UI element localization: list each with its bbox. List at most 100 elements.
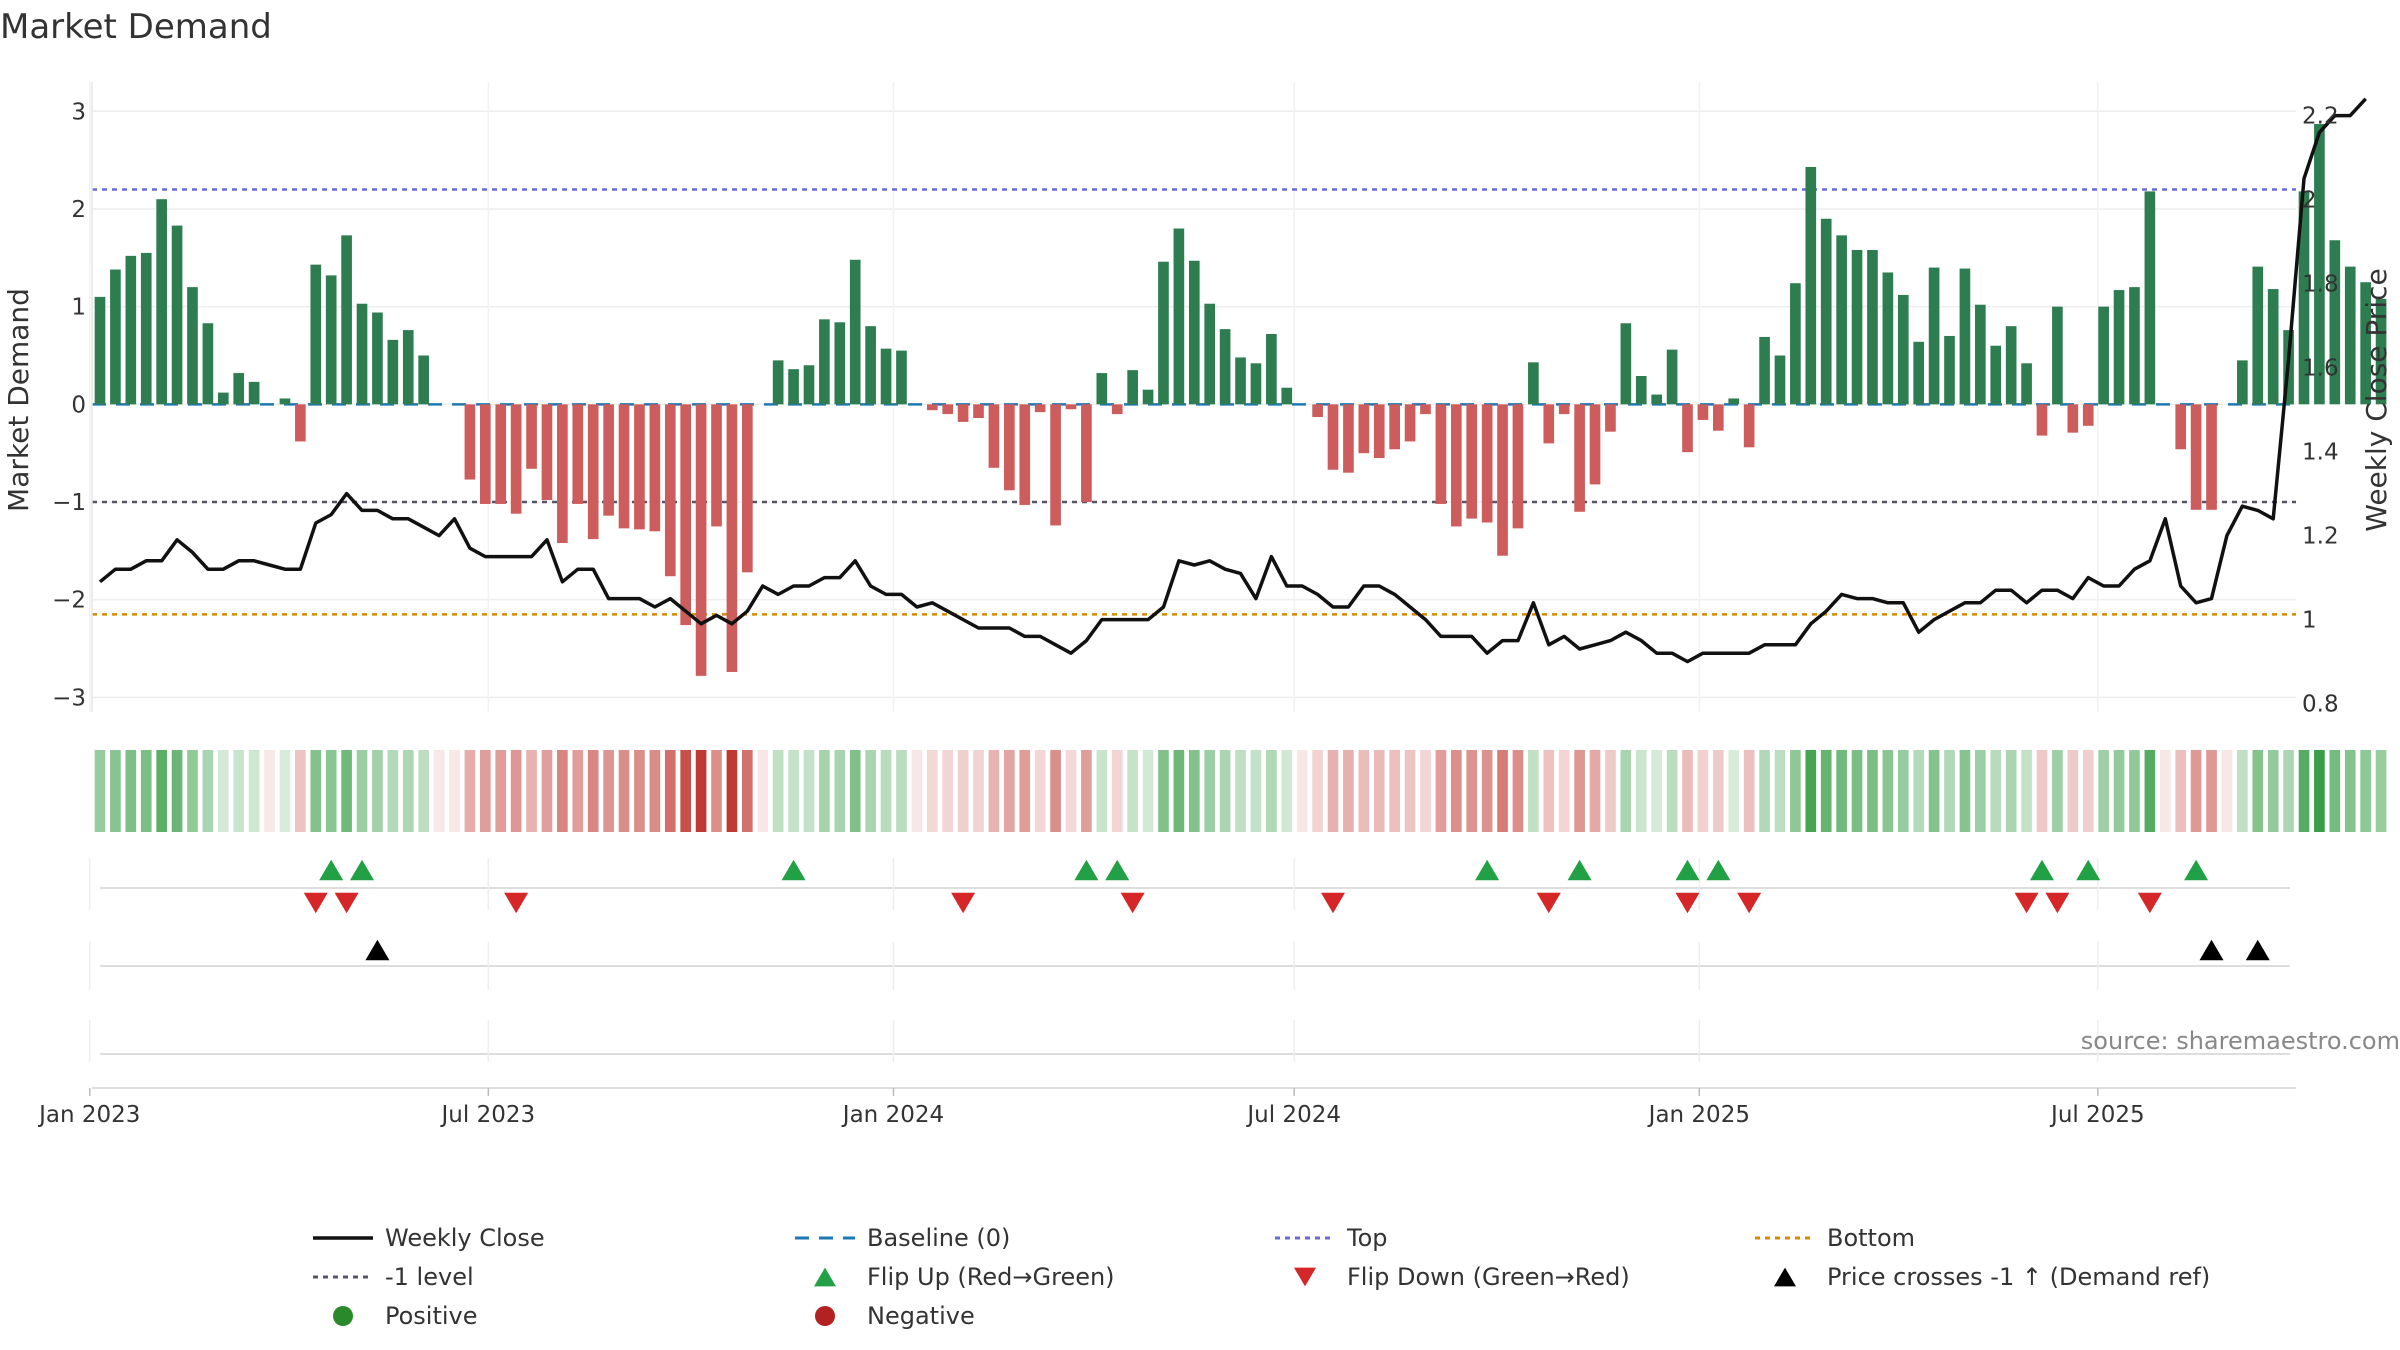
- demand-bar: [1836, 235, 1847, 405]
- y-tick-label: −1: [52, 490, 86, 516]
- demand-bar: [2129, 287, 2140, 405]
- heat-cell: [2082, 750, 2094, 832]
- demand-bar: [1219, 329, 1231, 405]
- heat-cell: [1142, 750, 1154, 832]
- legend-swatch-triangle: [1294, 1267, 1316, 1287]
- heat-cell: [1928, 750, 1940, 832]
- legend-item: Negative: [815, 1302, 975, 1330]
- demand-bar: [1389, 404, 1400, 450]
- heat-cell: [1882, 750, 1894, 832]
- demand-bar: [248, 381, 260, 405]
- demand-bar: [1620, 323, 1632, 405]
- legend-label: -1 level: [385, 1263, 474, 1291]
- heat-cell: [1790, 750, 1801, 832]
- heat-cell: [402, 750, 414, 832]
- demand-bar: [279, 398, 291, 405]
- heat-cell: [310, 750, 322, 832]
- heat-cell: [233, 750, 245, 832]
- heat-cell: [1497, 750, 1508, 832]
- flip-up-marker: [2184, 859, 2209, 881]
- heat-cell: [1543, 750, 1555, 832]
- legend-label: Flip Down (Green→Red): [1347, 1263, 1630, 1291]
- heat-cell: [1589, 750, 1601, 832]
- weekly-close-line: [98, 97, 2367, 664]
- legend-label: Top: [1346, 1224, 1388, 1252]
- demand-bar: [125, 255, 137, 405]
- demand-bar: [849, 259, 861, 405]
- heat-cell: [973, 750, 984, 832]
- demand-bar: [171, 225, 183, 405]
- demand-bar: [819, 319, 830, 405]
- event-panels: [89, 858, 2290, 1062]
- flip-up-marker: [1105, 859, 1130, 881]
- heat-cell: [217, 750, 229, 832]
- legend-swatch-circle: [333, 1306, 353, 1326]
- heat-cell: [1805, 750, 1817, 832]
- flip-up-marker: [2076, 859, 2101, 881]
- heat-cell: [510, 750, 522, 832]
- demand-bar: [711, 404, 722, 527]
- flip-down-marker: [334, 892, 359, 914]
- demand-bars: [94, 124, 2387, 676]
- heat-cell: [248, 750, 260, 832]
- heat-cell: [742, 750, 753, 832]
- demand-bar: [1358, 404, 1370, 454]
- demand-bar: [942, 404, 954, 415]
- heat-cell: [418, 750, 429, 832]
- heat-cell: [557, 750, 568, 832]
- heat-cell: [1050, 750, 1061, 832]
- heat-cell: [279, 750, 291, 832]
- heat-cell: [1836, 750, 1847, 832]
- demand-bar: [372, 312, 383, 405]
- demand-bar: [1790, 283, 1801, 405]
- heat-cell: [2283, 750, 2294, 832]
- heat-cell: [2098, 750, 2109, 832]
- demand-bar: [618, 404, 630, 529]
- demand-bar: [2267, 289, 2279, 405]
- y-tick-label: 1: [71, 295, 86, 321]
- demand-bar: [1188, 260, 1200, 405]
- heat-cell: [1651, 750, 1662, 832]
- heat-cell: [2344, 750, 2356, 832]
- y2-tick-label: 1: [2302, 608, 2317, 634]
- demand-bar: [2329, 240, 2341, 405]
- heat-cell: [449, 750, 460, 832]
- y2-tick-label: 1.4: [2302, 440, 2339, 466]
- demand-bar: [1774, 355, 1786, 405]
- demand-bar: [2298, 191, 2310, 405]
- heat-cell: [819, 750, 830, 832]
- demand-bar: [2237, 360, 2248, 405]
- demand-bar: [680, 404, 692, 626]
- flip-up-marker: [1567, 859, 1592, 881]
- heat-cell: [2159, 750, 2171, 832]
- price-cross-marker: [2199, 939, 2224, 961]
- demand-bar: [2206, 404, 2217, 510]
- y2-tick-label: 2.2: [2302, 104, 2339, 130]
- demand-bar: [1712, 404, 1724, 431]
- heat-cell: [1820, 750, 1832, 832]
- legend-label: Positive: [385, 1302, 478, 1330]
- heat-cell: [988, 750, 1000, 832]
- y-tick-label: −3: [52, 685, 86, 711]
- heat-cell: [541, 750, 553, 832]
- demand-bar: [1944, 335, 1955, 405]
- demand-bar: [1990, 345, 2002, 405]
- demand-bar: [1004, 404, 1015, 491]
- demand-bar: [1312, 404, 1323, 418]
- heat-cell: [1081, 750, 1092, 832]
- x-tick-label: Jul 2023: [440, 1102, 536, 1128]
- demand-bar: [233, 373, 245, 405]
- demand-bar: [1065, 404, 1077, 410]
- demand-bar: [2113, 290, 2125, 405]
- demand-bar: [526, 404, 537, 469]
- demand-bar: [1682, 404, 1693, 453]
- heat-cell: [726, 750, 738, 832]
- demand-bar: [1528, 362, 1539, 405]
- heat-cell: [372, 750, 383, 832]
- demand-bar: [1096, 373, 1108, 405]
- legend-label: Negative: [867, 1302, 975, 1330]
- demand-bar: [1512, 404, 1524, 529]
- x-tick-label: Jan 2023: [37, 1102, 140, 1128]
- demand-bar: [2344, 266, 2356, 405]
